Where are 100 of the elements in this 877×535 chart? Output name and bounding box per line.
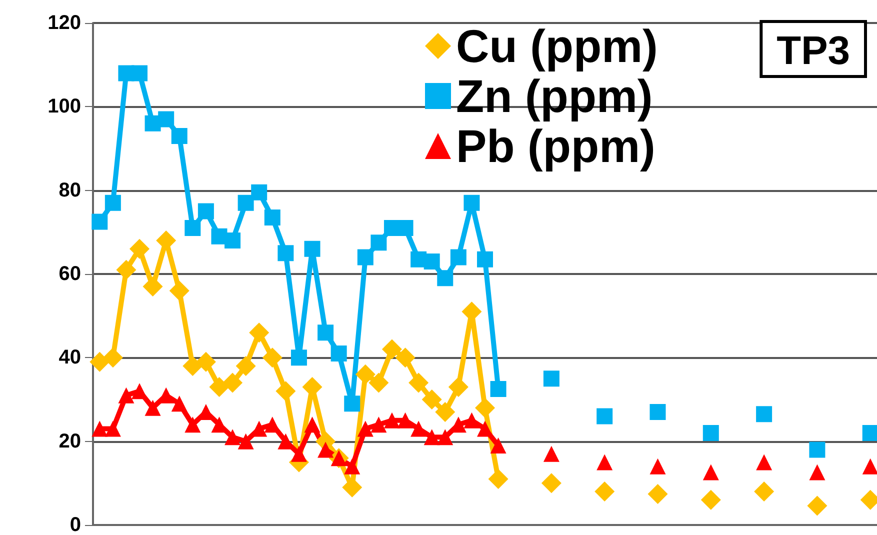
y-tick-label: 80 [58, 179, 81, 202]
point [118, 387, 134, 404]
point [809, 442, 826, 458]
legend-label: Cu (ppm) [456, 20, 658, 72]
point [158, 111, 174, 128]
annotation: TP3 [776, 29, 850, 73]
point [700, 490, 721, 510]
point [330, 345, 347, 362]
legend-label: Pb (ppm) [456, 120, 656, 172]
point [318, 442, 334, 458]
point [370, 416, 387, 433]
point [357, 420, 374, 437]
point [182, 356, 203, 376]
point [477, 251, 493, 268]
point [116, 260, 136, 280]
point [424, 429, 440, 446]
point [276, 381, 296, 402]
point [754, 482, 774, 502]
y-tick-label: 60 [58, 263, 81, 285]
point [357, 249, 374, 266]
point [809, 464, 826, 480]
point [249, 322, 270, 343]
point [344, 396, 360, 412]
point [477, 420, 493, 437]
point [488, 468, 508, 489]
point [144, 400, 161, 416]
point [862, 458, 877, 474]
point [450, 249, 466, 266]
point [264, 416, 280, 433]
point [541, 473, 562, 494]
point [368, 372, 389, 393]
point [543, 370, 560, 387]
point [290, 446, 307, 462]
point [304, 240, 320, 257]
point [278, 245, 294, 262]
point [490, 381, 506, 398]
point [102, 348, 123, 368]
point [169, 280, 190, 301]
y-tick-label: 120 [48, 12, 81, 34]
point [196, 352, 216, 372]
point [90, 352, 110, 372]
point [424, 253, 440, 270]
point [238, 433, 254, 450]
point [236, 356, 256, 376]
point [490, 438, 506, 454]
point [184, 220, 201, 236]
point [408, 372, 429, 393]
y-tick-label: 0 [70, 514, 81, 535]
point [464, 412, 480, 428]
point [224, 429, 241, 446]
point [422, 390, 442, 410]
point [650, 458, 666, 474]
y-tick-label: 20 [58, 430, 81, 452]
point [251, 184, 268, 200]
point [756, 406, 772, 422]
point [397, 412, 414, 428]
point [224, 232, 241, 249]
point [448, 376, 468, 397]
point [596, 408, 613, 424]
point [222, 372, 243, 393]
point [384, 412, 400, 428]
point [238, 194, 254, 211]
point [344, 458, 360, 474]
point [437, 429, 454, 446]
point [702, 424, 719, 441]
point [543, 446, 560, 462]
point [464, 194, 480, 211]
point [318, 324, 334, 341]
point [184, 416, 201, 433]
point [156, 230, 176, 251]
point [382, 339, 402, 360]
point [171, 396, 188, 412]
point [290, 350, 307, 366]
point [304, 416, 320, 433]
point [92, 214, 108, 230]
point [355, 364, 376, 384]
point [209, 376, 230, 397]
point [92, 420, 108, 437]
y-tick-label: 100 [48, 96, 81, 118]
point [264, 210, 280, 226]
point [104, 194, 121, 211]
point [395, 348, 416, 368]
point [650, 404, 666, 420]
point [104, 420, 121, 437]
y-tick-label: 40 [58, 346, 81, 369]
point [142, 276, 163, 297]
point [171, 128, 188, 144]
point [132, 65, 148, 82]
point [262, 348, 282, 368]
point [648, 484, 668, 504]
point [862, 424, 877, 441]
point [410, 420, 427, 437]
point [130, 238, 150, 259]
point [198, 203, 214, 220]
point [435, 402, 456, 422]
point [475, 398, 495, 418]
point [594, 482, 615, 502]
point [437, 270, 454, 286]
point [756, 454, 772, 470]
point [807, 496, 828, 516]
